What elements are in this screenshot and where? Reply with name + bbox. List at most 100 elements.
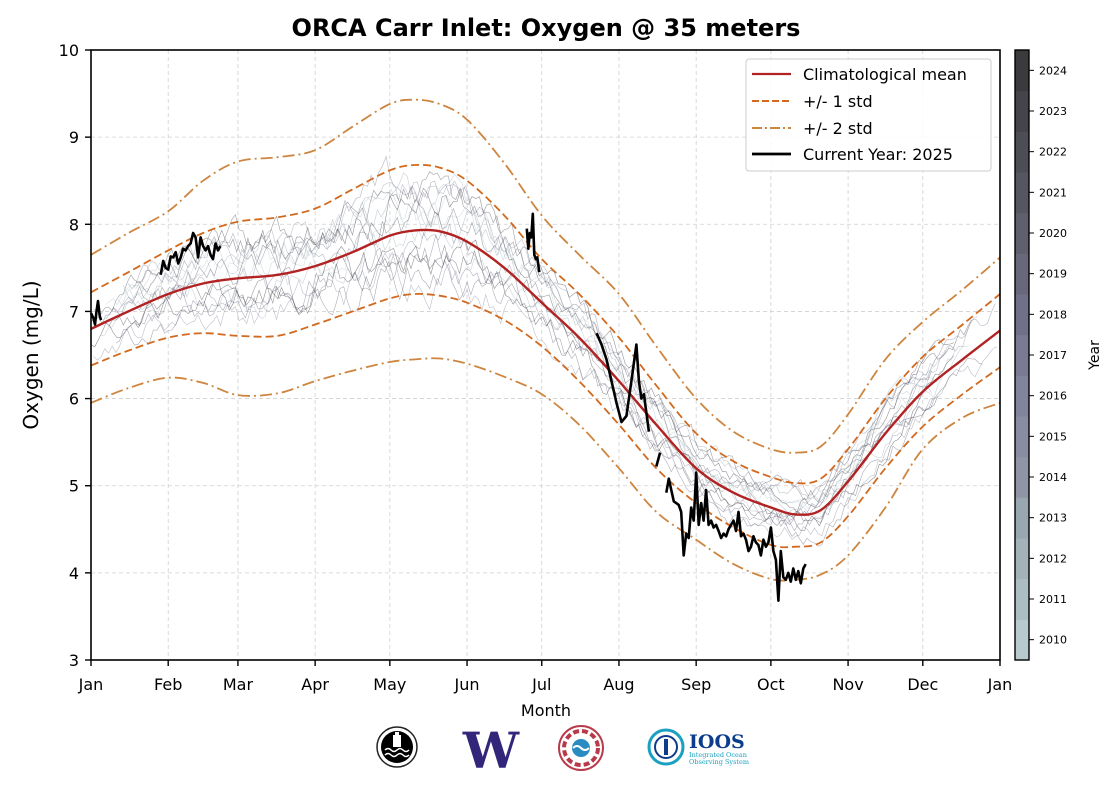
legend-label-2std: +/- 2 std xyxy=(803,119,873,138)
legend-box xyxy=(745,58,992,172)
colorbar: 2010 2011 2012 2013 2014 2015 2016 2017 2018 2019… xyxy=(1014,49,1067,661)
colorbar-cell-2010 xyxy=(1015,619,1029,661)
colorbar-tick-label: 2015 xyxy=(1039,430,1067,443)
colorbar-tick-label: 2018 xyxy=(1039,308,1067,321)
historical-trace-2010 xyxy=(105,194,955,515)
x-tick-label: Jun xyxy=(454,675,480,694)
y-tick-label: 7 xyxy=(69,302,79,321)
colorbar-tick-label: 2023 xyxy=(1039,105,1067,118)
colorbar-cell-2021 xyxy=(1015,172,1029,214)
historical-trace-2024 xyxy=(90,237,955,531)
x-axis-label: Month xyxy=(521,701,571,720)
colorbar-tick-label: 2017 xyxy=(1039,349,1067,362)
colorbar-cell-2017 xyxy=(1015,334,1029,376)
current-year-segment xyxy=(159,231,222,276)
colorbar-cell-2013 xyxy=(1015,497,1029,539)
y-tick-label: 5 xyxy=(69,477,79,496)
current-year-segment xyxy=(595,332,651,432)
colorbar-tick-label: 2022 xyxy=(1039,146,1067,159)
series--2-std xyxy=(90,357,1001,582)
colorbar-tick-label: 2016 xyxy=(1039,390,1067,403)
y-tick-label: 3 xyxy=(69,651,79,670)
x-tick-label: Mar xyxy=(223,675,254,694)
colorbar-cell-2012 xyxy=(1015,538,1029,580)
svg-text:Observing System: Observing System xyxy=(689,758,749,766)
series--1-std xyxy=(90,293,1001,549)
historical-trace-2018 xyxy=(133,234,934,532)
colorbar-cell-2011 xyxy=(1015,578,1029,620)
orca-buoy-logo xyxy=(376,726,418,768)
historical-trace-2013 xyxy=(123,172,946,514)
x-tick-label: May xyxy=(373,675,406,694)
series--2-std xyxy=(90,98,1001,454)
y-axis: 3 4 5 6 7 8 9 10 xyxy=(59,41,91,670)
x-tick-label: Sep xyxy=(681,675,711,694)
svg-text:W: W xyxy=(462,721,520,780)
colorbar-tick-label: 2012 xyxy=(1039,552,1067,565)
plot-frame xyxy=(90,49,1001,661)
x-tick-label: Jul xyxy=(531,675,551,694)
x-tick-label: Feb xyxy=(154,675,182,694)
y-tick-label: 10 xyxy=(59,41,79,60)
legend-label-current: Current Year: 2025 xyxy=(803,145,953,164)
colorbar-cell-2014 xyxy=(1015,456,1029,498)
y-tick-label: 9 xyxy=(69,128,79,147)
y-tick-label: 8 xyxy=(69,215,79,234)
series-climatological-mean xyxy=(90,228,1001,516)
historical-trace-2021 xyxy=(93,171,972,503)
x-axis: Jan Feb Mar Apr May Jun Jul Aug Sep Oct Nov Dec Jan xyxy=(78,660,1013,694)
current-year-segment xyxy=(665,471,807,603)
colorbar-tick-label: 2024 xyxy=(1039,64,1067,77)
ioos-logo: IOOS Integrated Ocean Observing System xyxy=(647,728,749,766)
historical-trace-2015 xyxy=(93,251,998,540)
colorbar-frame xyxy=(1014,49,1030,661)
y-tick-label: 4 xyxy=(69,564,79,583)
x-tick-label: Aug xyxy=(603,675,634,694)
current-year-segment xyxy=(655,452,662,467)
x-tick-label: Jan xyxy=(987,675,1013,694)
colorbar-tick-label: 2014 xyxy=(1039,471,1067,484)
x-tick-label: Apr xyxy=(301,675,329,694)
historical-trace-2017 xyxy=(128,155,996,496)
uw-logo: W xyxy=(462,721,520,780)
historical-traces xyxy=(90,155,998,547)
historical-trace-2023 xyxy=(135,187,954,513)
x-tick-label: Nov xyxy=(832,675,863,694)
colorbar-tick-label: 2010 xyxy=(1039,634,1067,647)
svg-text:IOOS: IOOS xyxy=(689,731,745,753)
legend-label-mean: Climatological mean xyxy=(803,65,967,84)
y-tick-label: 6 xyxy=(69,390,79,409)
historical-trace-2016 xyxy=(105,221,932,526)
legend: Climatological mean +/- 1 std +/- 2 std … xyxy=(745,58,992,172)
colorbar-tick-label: 2011 xyxy=(1039,593,1067,606)
chart-title: ORCA Carr Inlet: Oxygen @ 35 meters xyxy=(292,14,801,42)
legend-label-1std: +/- 1 std xyxy=(803,92,873,111)
current-year-segment xyxy=(525,212,541,273)
colorbar-tick-label: 2019 xyxy=(1039,268,1067,281)
colorbar-cell-2016 xyxy=(1015,375,1029,417)
tribal-logo xyxy=(558,725,604,771)
climatology-series xyxy=(90,98,1001,582)
historical-trace-2019 xyxy=(115,259,983,547)
colorbar-cell-2024 xyxy=(1015,50,1029,92)
colorbar-label: Year xyxy=(1087,340,1103,371)
svg-text:Integrated Ocean: Integrated Ocean xyxy=(689,751,747,759)
x-tick-label: Oct xyxy=(757,675,785,694)
x-tick-label: Jan xyxy=(78,675,104,694)
colorbar-cell-2015 xyxy=(1015,416,1029,458)
colorbar-cell-2018 xyxy=(1015,294,1029,336)
colorbar-cell-2019 xyxy=(1015,253,1029,295)
series--1-std xyxy=(90,163,1001,485)
colorbar-tick-label: 2021 xyxy=(1039,186,1067,199)
y-axis-label: Oxygen (mg/L) xyxy=(19,280,43,429)
colorbar-cell-2020 xyxy=(1015,212,1029,254)
colorbar-cell-2022 xyxy=(1015,131,1029,173)
current-year-segment xyxy=(89,299,103,326)
current-year-series xyxy=(89,212,807,603)
x-tick-label: Dec xyxy=(907,675,938,694)
historical-trace-2011 xyxy=(118,173,956,508)
colorbar-tick-label: 2013 xyxy=(1039,512,1067,525)
colorbar-tick-label: 2020 xyxy=(1039,227,1067,240)
colorbar-cell-2023 xyxy=(1015,90,1029,132)
